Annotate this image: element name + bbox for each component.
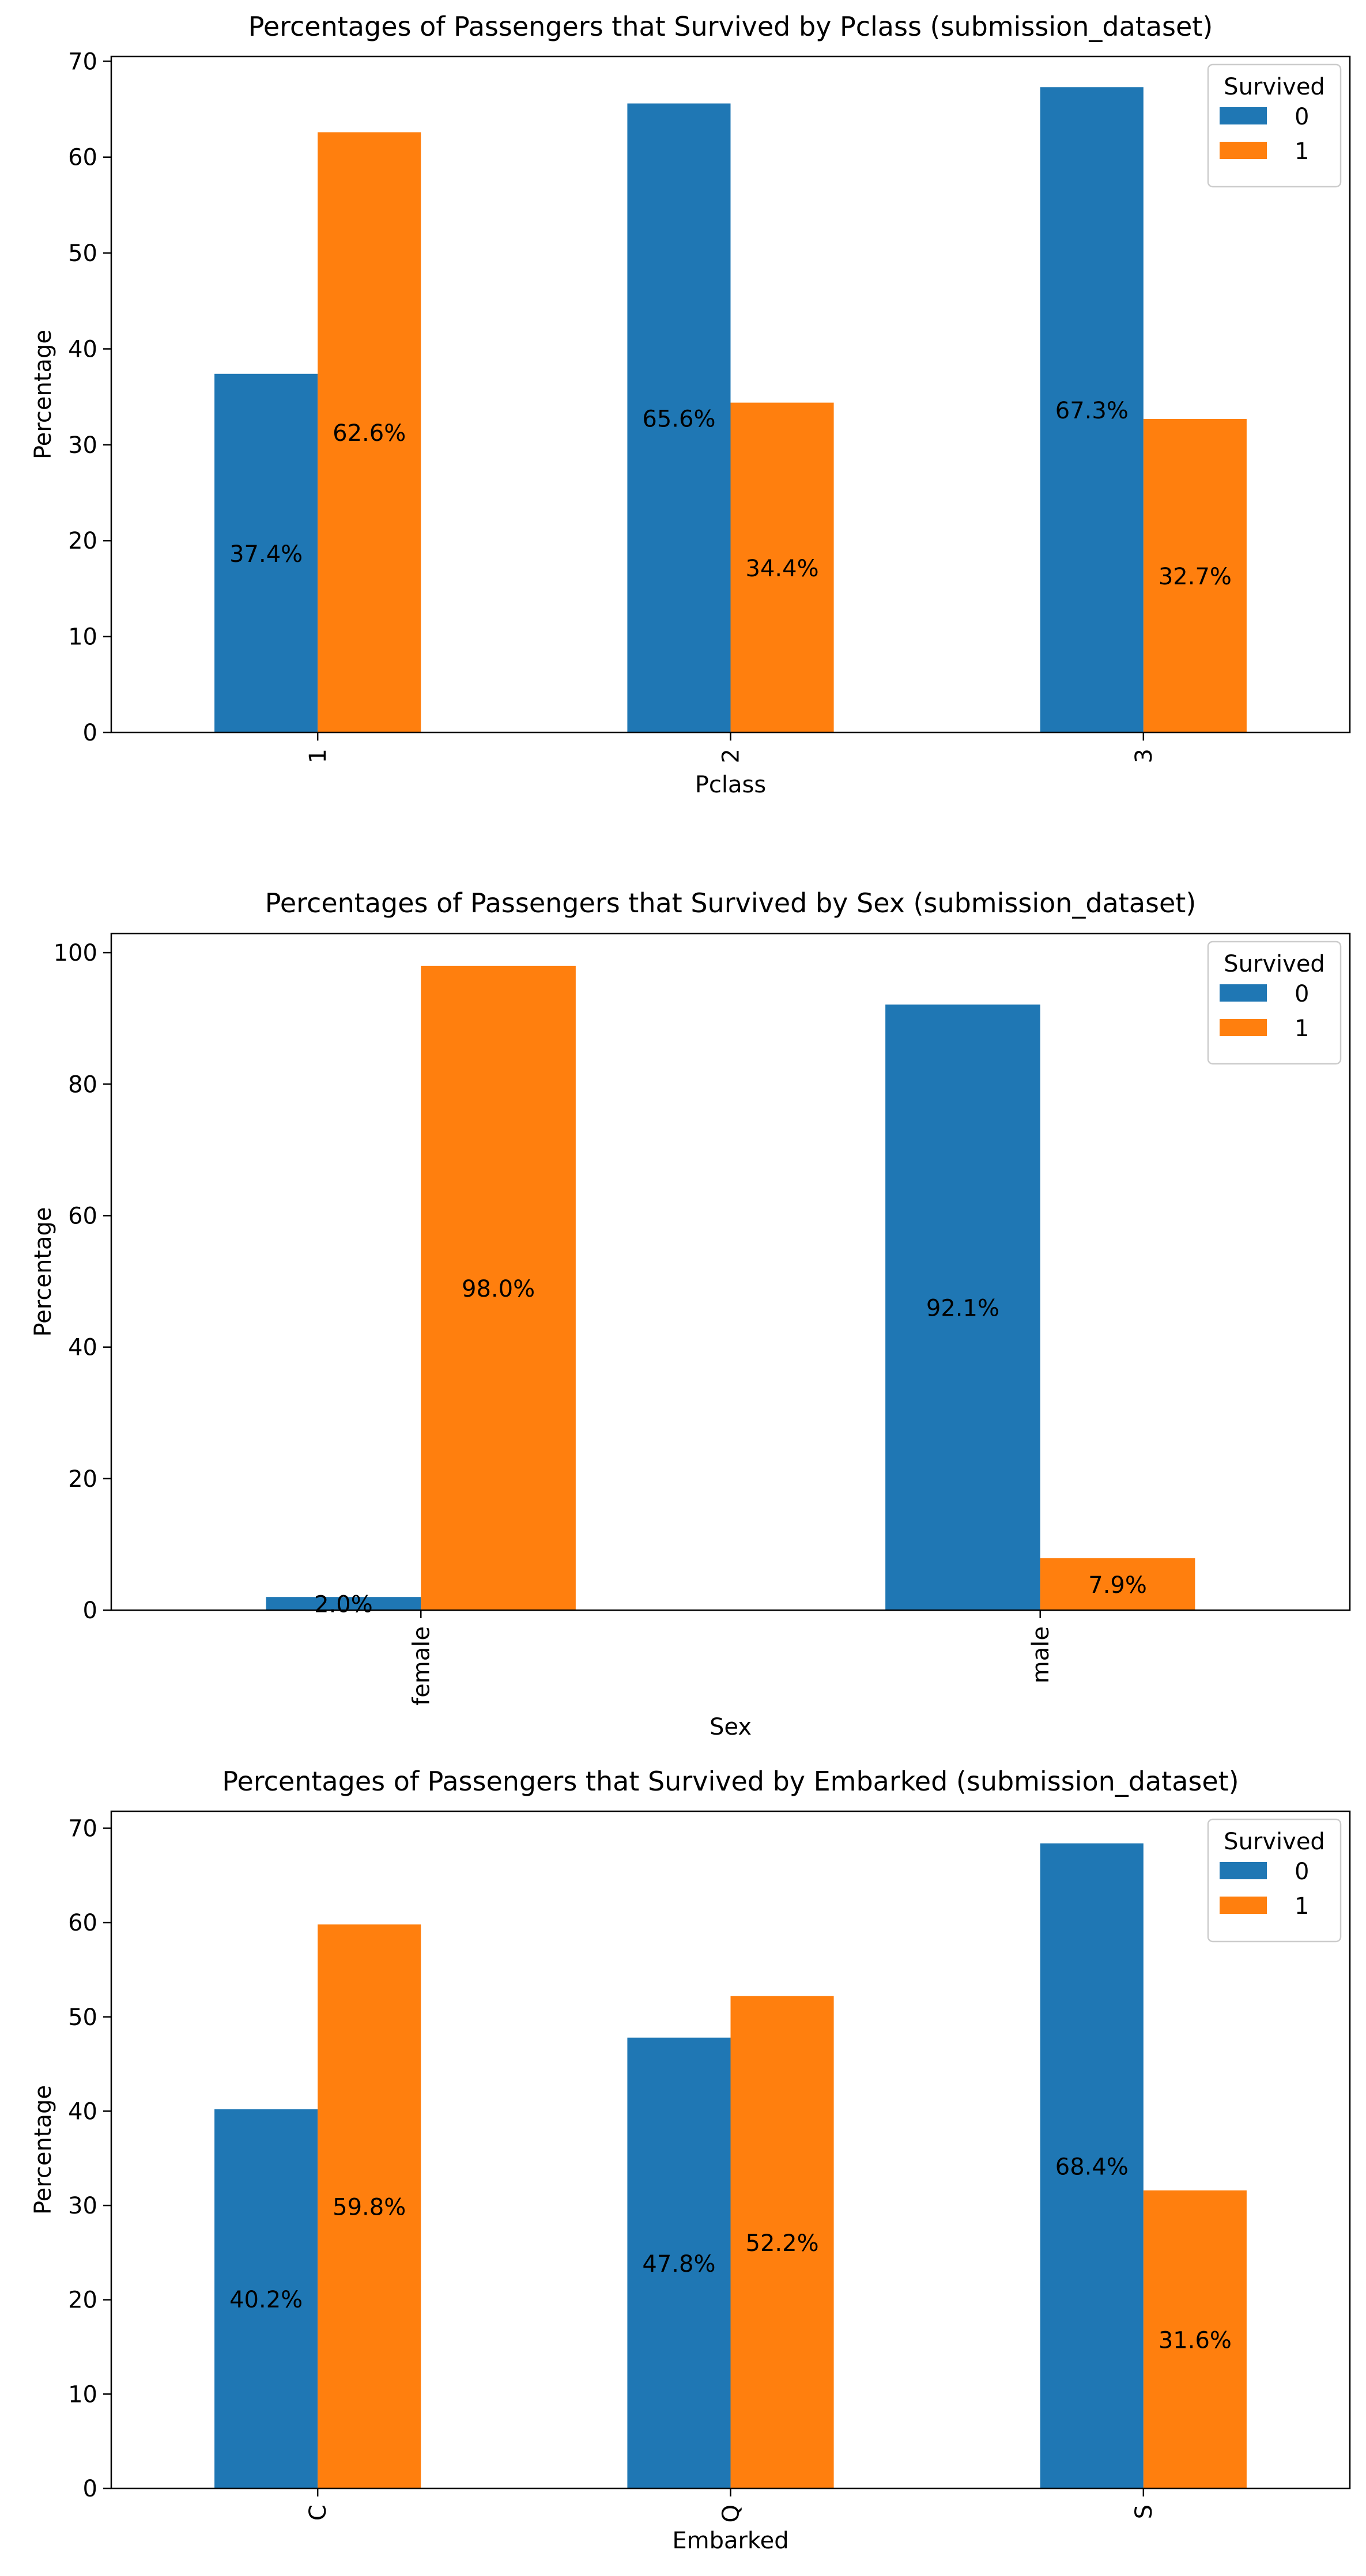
data-label: 67.3% [1055,398,1129,424]
bar-series-1-3 [1143,418,1247,732]
data-label: 7.9% [1088,1572,1147,1599]
bar-series-1-S [1143,2190,1247,2488]
x-axis-label: Embarked [672,2528,788,2554]
bar-series-0-3 [1040,87,1144,732]
legend-swatch-1 [1220,1019,1267,1036]
chart-title: Percentages of Passengers that Survived … [222,1766,1239,1797]
legend: Survived 0 1 [1207,940,1342,1065]
bar-series-0-1 [214,373,318,732]
y-tick-label: 0 [83,1597,97,1624]
legend-swatch-1 [1220,142,1267,159]
bar-series-1-1 [318,132,421,733]
x-tick-label: Q [718,2505,745,2522]
bar-series-0-2 [627,103,731,732]
legend-swatch-0 [1220,984,1267,1002]
y-tick-label: 70 [68,1815,97,1842]
y-tick-label: 20 [68,1466,97,1493]
x-tick-label: 3 [1131,749,1157,763]
data-label: 40.2% [229,2287,303,2313]
y-tick-label: 50 [68,240,97,267]
legend-swatch-1 [1220,1897,1267,1914]
bar-series-0-C [214,2109,318,2488]
x-tick-label: 2 [718,749,745,763]
data-label: 92.1% [926,1295,999,1322]
legend-title: Survived [1224,951,1325,977]
data-label: 65.6% [642,406,715,432]
x-tick-label: C [305,2505,331,2521]
bar-series-0-Q [627,2037,731,2488]
data-label: 32.7% [1159,564,1232,590]
y-tick-label: 20 [68,528,97,554]
data-label: 31.6% [1159,2327,1232,2354]
bar-series-1-C [318,1924,421,2488]
plot-frame [110,1810,1351,2490]
data-label: 37.4% [229,541,303,568]
x-tick-label: male [1028,1626,1054,1683]
x-tick-label: S [1131,2505,1157,2519]
y-tick-label: 60 [68,1203,97,1229]
y-tick-label: 40 [68,336,97,362]
y-axis-label: Percentage [30,1207,56,1336]
data-label: 59.8% [333,2194,406,2221]
data-label: 52.2% [746,2230,819,2257]
y-tick-label: 0 [83,2476,97,2502]
bar-series-1-male [1040,1558,1195,1610]
legend-label-0: 0 [1295,981,1309,1007]
legend: Survived 0 1 [1207,63,1342,188]
data-label: 62.6% [333,420,406,447]
data-label: 2.0% [314,1592,373,1618]
legend-swatch-0 [1220,1862,1267,1879]
bar-series-0-male [885,1004,1040,1610]
y-tick-label: 100 [54,940,97,966]
legend-label-1: 1 [1295,1015,1309,1042]
legend-title: Survived [1224,1829,1325,1855]
data-label: 68.4% [1055,2154,1129,2180]
bar-series-1-2 [730,402,834,732]
plot-frame [110,55,1351,734]
x-tick-label: female [408,1626,435,1706]
y-tick-label: 60 [68,145,97,171]
y-tick-label: 20 [68,2287,97,2314]
legend-label-0: 0 [1295,1859,1309,1885]
x-axis-label: Pclass [695,772,766,798]
chart-panel-2: Percentages of Passengers that Survived … [30,887,1351,1740]
legend-label-0: 0 [1295,104,1309,130]
y-axis-label: Percentage [30,330,56,459]
y-tick-label: 60 [68,1910,97,1936]
x-tick-label: 1 [305,749,331,763]
legend-label-1: 1 [1295,138,1309,165]
legend: Survived 0 1 [1207,1818,1342,1943]
legend-swatch-0 [1220,107,1267,124]
chart-title: Percentages of Passengers that Survived … [265,887,1197,919]
data-label: 47.8% [642,2251,715,2277]
y-tick-label: 80 [68,1071,97,1098]
y-tick-label: 70 [68,48,97,75]
y-axis-label: Percentage [30,2085,56,2215]
data-label: 34.4% [746,556,819,582]
plot-frame [110,932,1351,1611]
y-tick-label: 10 [68,624,97,651]
x-axis-label: Sex [710,1714,752,1740]
y-tick-label: 30 [68,2193,97,2219]
y-tick-label: 50 [68,2004,97,2031]
chart-panel-1: Percentages of Passengers that Survived … [30,11,1351,798]
data-label: 98.0% [462,1276,535,1302]
chart-panel-3: Percentages of Passengers that Survived … [30,1766,1351,2554]
y-tick-label: 40 [68,2098,97,2125]
bar-series-1-female [421,965,576,1610]
bar-series-1-Q [730,1996,834,2488]
y-tick-label: 40 [68,1335,97,1361]
bar-series-0-female [266,1597,421,1610]
bar-series-0-S [1040,1843,1144,2488]
chart-title: Percentages of Passengers that Survived … [248,11,1213,42]
y-tick-label: 30 [68,432,97,459]
y-tick-label: 10 [68,2381,97,2408]
y-tick-label: 0 [83,720,97,746]
legend-label-1: 1 [1295,1893,1309,1920]
legend-title: Survived [1224,74,1325,100]
